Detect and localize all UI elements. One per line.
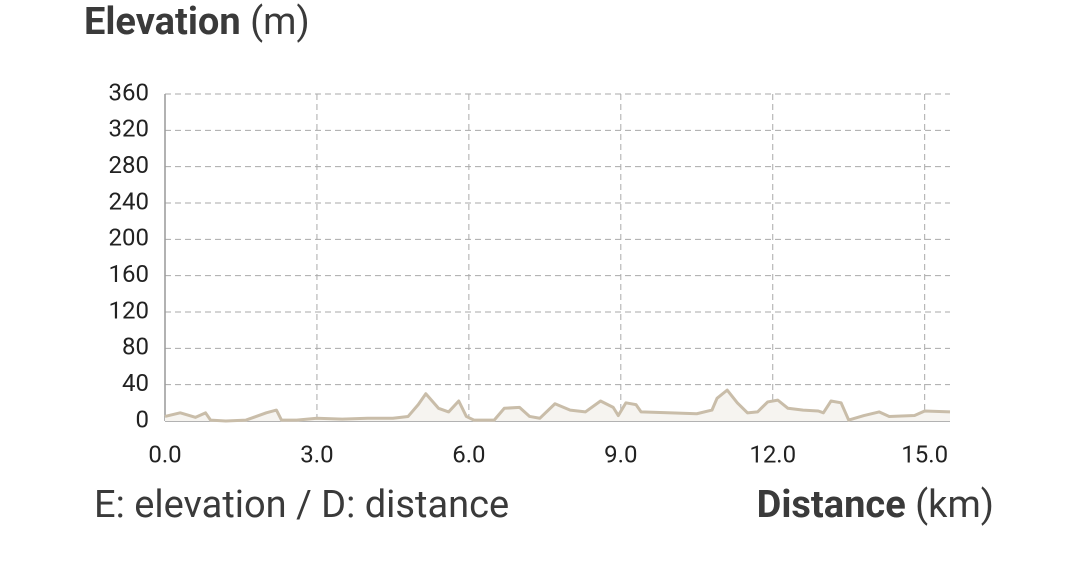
y-tick-label: 360: [109, 78, 149, 106]
x-tick-label: 0.0: [148, 440, 181, 468]
x-tick-label: 15.0: [901, 440, 948, 468]
note: E: elevation / D: distance: [94, 483, 509, 527]
y-tick-label: 80: [122, 333, 149, 361]
y-axis-unit: (m): [250, 0, 310, 44]
y-tick-label: 280: [109, 151, 149, 179]
y-tick-label: 240: [109, 187, 149, 215]
x-tick-label: 3.0: [300, 440, 333, 468]
x-tick-label: 6.0: [452, 440, 485, 468]
x-axis-unit: (km): [915, 483, 994, 527]
y-axis-label: Elevation: [84, 0, 241, 44]
line: [164, 388, 951, 423]
y-tick-label: 320: [109, 115, 149, 143]
x-axis-title: Distance (km): [757, 483, 994, 527]
y-tick-label: 0: [136, 405, 150, 433]
y-tick-label: 200: [109, 224, 149, 252]
y-tick-label: 120: [109, 296, 149, 324]
x-tick-label: 9.0: [604, 440, 637, 468]
x-tick-label: 12.0: [749, 440, 796, 468]
x-axis-label: Distance: [757, 483, 906, 527]
y-tick-label: 160: [109, 260, 149, 288]
y-axis-title: Elevation (m): [84, 0, 310, 44]
y-tick-label: 40: [122, 369, 149, 397]
